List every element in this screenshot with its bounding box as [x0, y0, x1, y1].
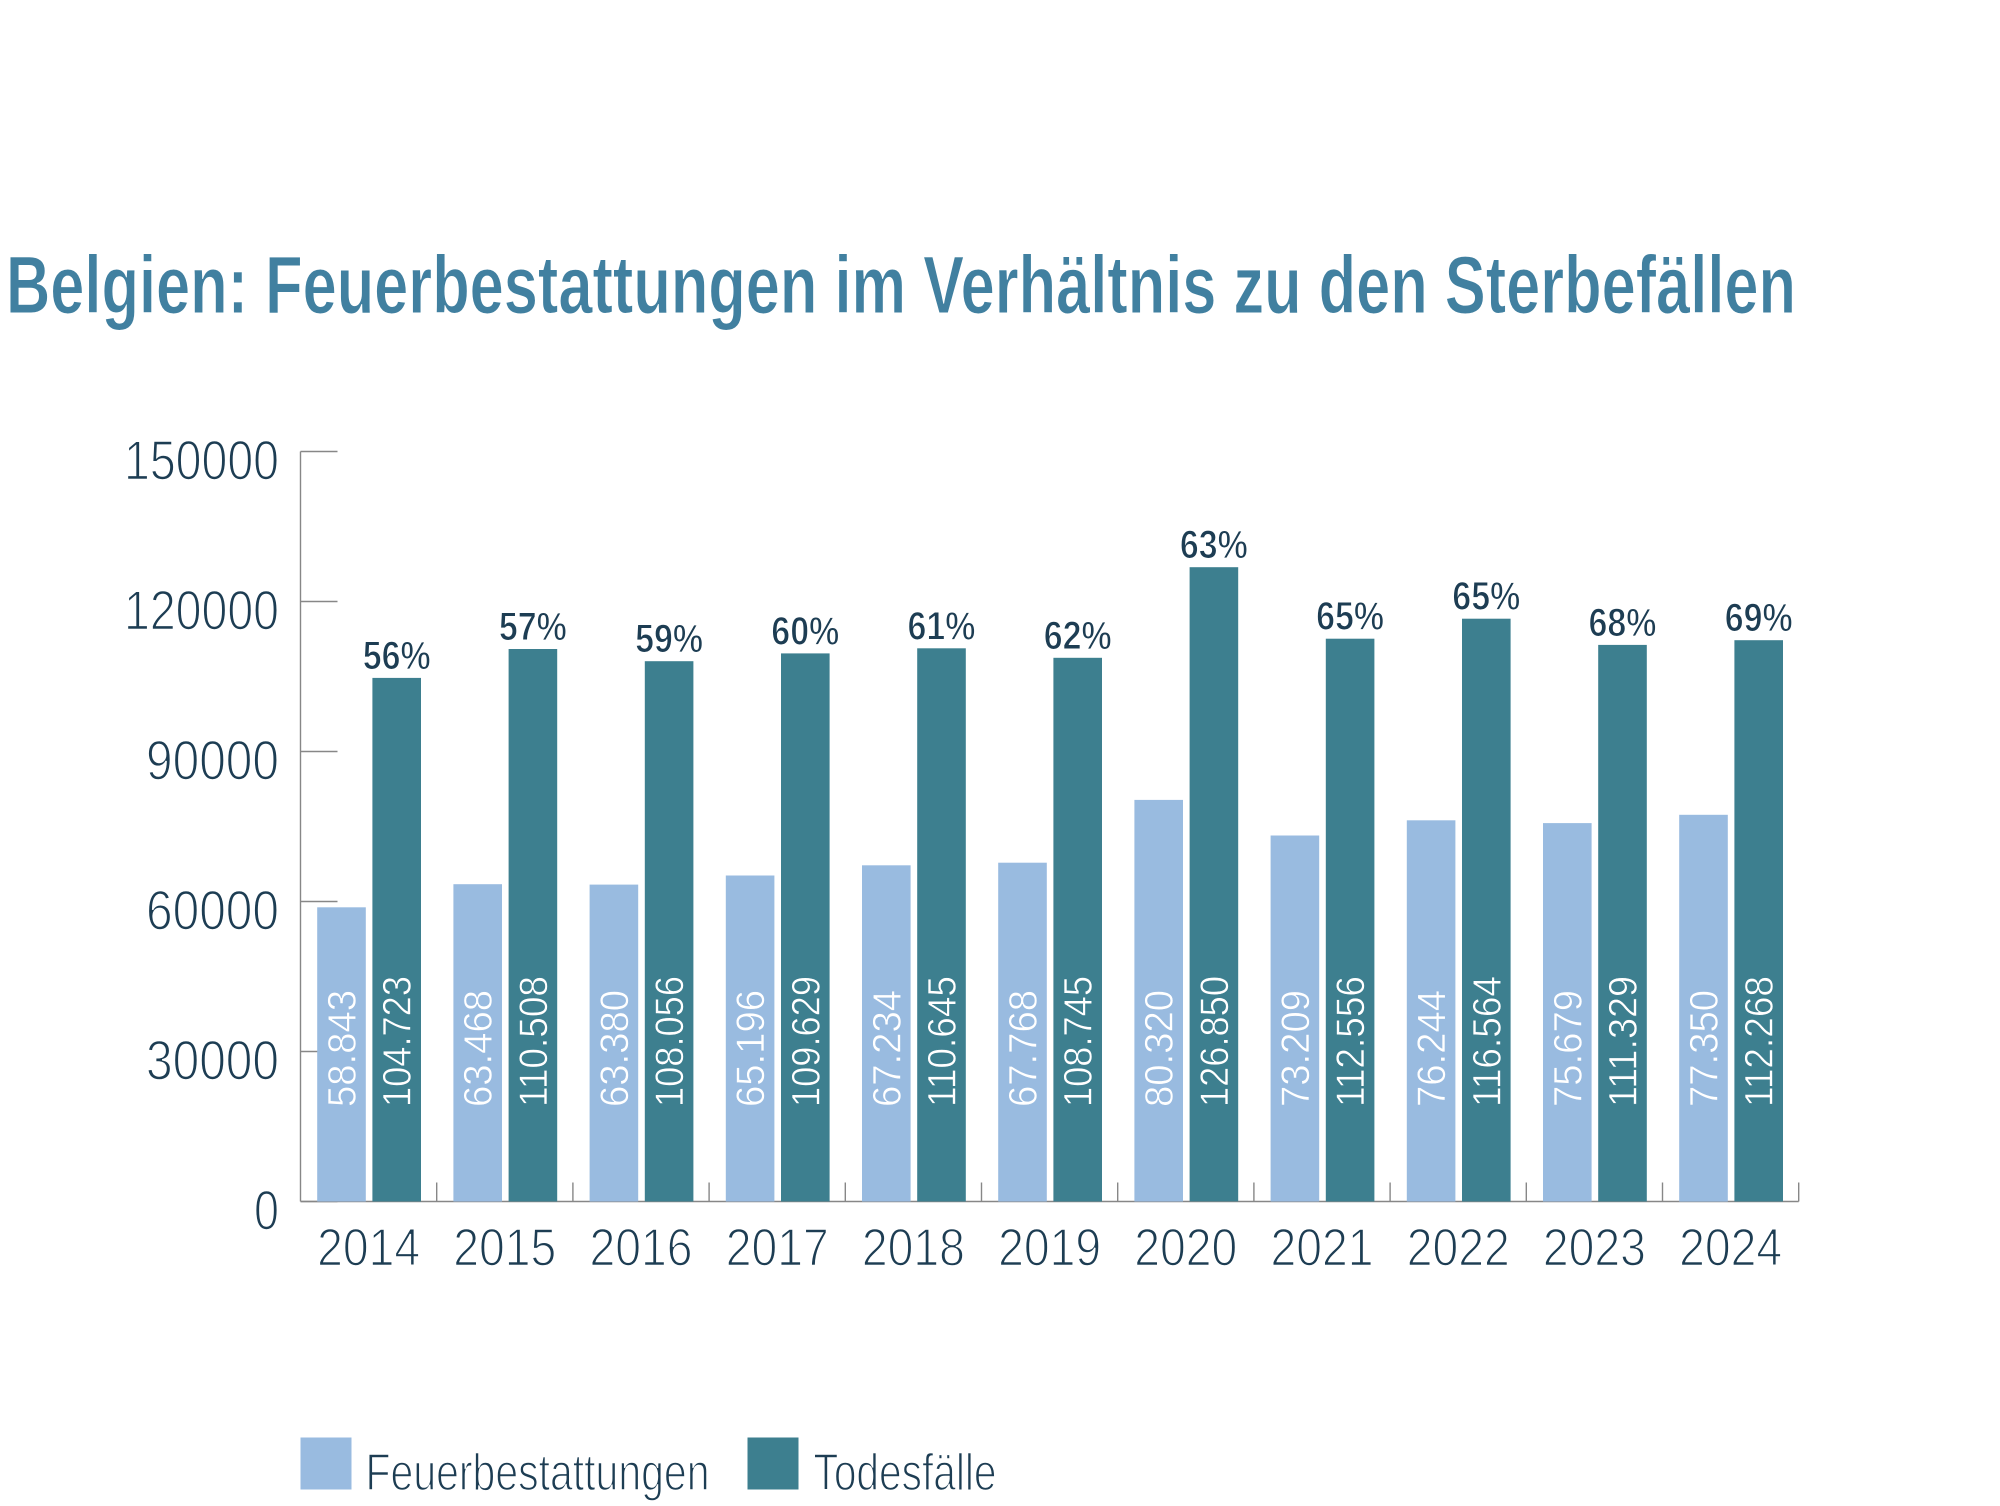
svg-text:77.350: 77.350: [1683, 990, 1727, 1107]
svg-text:90000: 90000: [146, 730, 279, 792]
svg-text:68%: 68%: [1589, 601, 1657, 645]
svg-text:2021: 2021: [1271, 1219, 1374, 1278]
svg-text:56%: 56%: [363, 634, 431, 678]
svg-text:Feuerbestattungen: Feuerbestattungen: [366, 1443, 710, 1501]
svg-text:63.468: 63.468: [457, 990, 501, 1107]
svg-text:75.679: 75.679: [1546, 990, 1590, 1107]
svg-text:2014: 2014: [317, 1219, 420, 1278]
svg-text:80.320: 80.320: [1138, 990, 1182, 1107]
svg-text:Belgien: Feuerbestattungen im: Belgien: Feuerbestattungen im Verhältnis…: [6, 240, 1796, 331]
svg-text:104.723: 104.723: [376, 976, 420, 1107]
svg-text:0: 0: [254, 1180, 279, 1242]
svg-text:2020: 2020: [1134, 1219, 1237, 1278]
svg-text:60%: 60%: [771, 609, 839, 653]
svg-text:Todesfälle: Todesfälle: [814, 1443, 997, 1501]
svg-text:2022: 2022: [1407, 1219, 1510, 1278]
svg-text:63.380: 63.380: [593, 990, 637, 1107]
svg-text:112.268: 112.268: [1738, 976, 1782, 1107]
svg-text:58.843: 58.843: [321, 990, 365, 1107]
svg-text:2023: 2023: [1543, 1219, 1646, 1278]
svg-text:59%: 59%: [635, 617, 703, 661]
svg-text:110.508: 110.508: [512, 976, 556, 1107]
svg-text:65%: 65%: [1452, 575, 1520, 619]
svg-text:120000: 120000: [124, 580, 279, 642]
svg-text:108.745: 108.745: [1057, 976, 1101, 1107]
svg-text:73.209: 73.209: [1274, 990, 1318, 1107]
svg-text:65.196: 65.196: [729, 990, 773, 1107]
svg-text:2018: 2018: [862, 1219, 965, 1278]
svg-text:112.556: 112.556: [1329, 976, 1373, 1107]
svg-text:150000: 150000: [124, 430, 279, 492]
svg-text:67.234: 67.234: [865, 990, 909, 1107]
svg-text:111.329: 111.329: [1602, 976, 1646, 1107]
svg-text:116.564: 116.564: [1465, 976, 1509, 1107]
svg-text:63%: 63%: [1180, 523, 1248, 567]
svg-text:110.645: 110.645: [921, 976, 965, 1107]
svg-text:108.056: 108.056: [648, 976, 692, 1107]
svg-text:60000: 60000: [146, 880, 279, 942]
svg-text:2019: 2019: [998, 1219, 1101, 1278]
svg-text:109.629: 109.629: [784, 976, 828, 1107]
svg-text:67.768: 67.768: [1002, 990, 1046, 1107]
svg-text:2016: 2016: [590, 1219, 693, 1278]
svg-text:2015: 2015: [453, 1219, 556, 1278]
svg-text:126.850: 126.850: [1193, 976, 1237, 1107]
svg-text:61%: 61%: [908, 604, 976, 648]
svg-text:62%: 62%: [1044, 614, 1112, 658]
svg-text:2024: 2024: [1679, 1219, 1782, 1278]
svg-text:2017: 2017: [726, 1219, 829, 1278]
svg-text:30000: 30000: [146, 1030, 279, 1092]
svg-text:65%: 65%: [1316, 595, 1384, 639]
svg-text:57%: 57%: [499, 605, 567, 649]
svg-text:69%: 69%: [1725, 596, 1793, 640]
svg-text:76.244: 76.244: [1410, 990, 1454, 1107]
